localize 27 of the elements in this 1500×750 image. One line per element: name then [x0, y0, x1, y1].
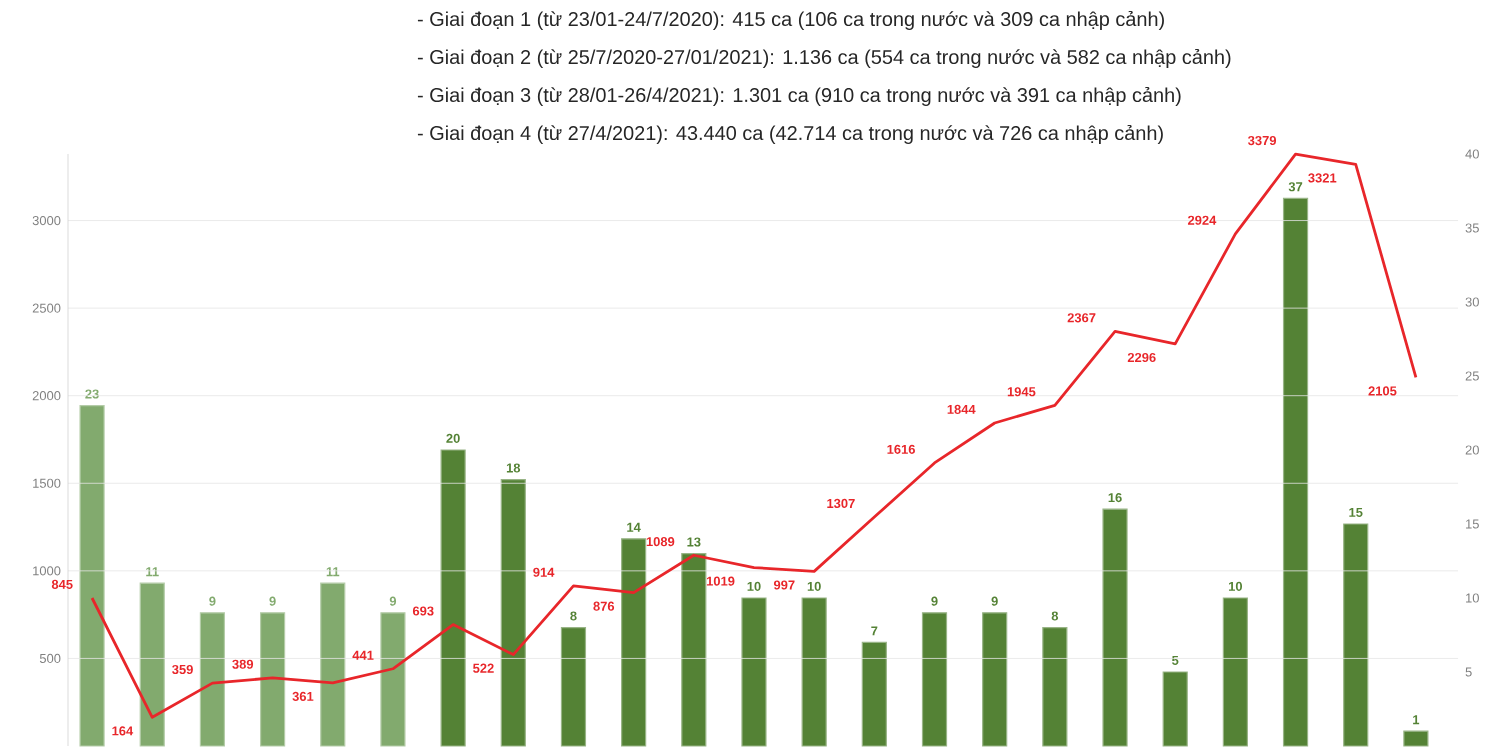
bar [199, 612, 226, 747]
bar [1162, 671, 1188, 747]
text: - Giai đoạn 4 (từ 27/4/2021): 43.440 ca (42.714 ca trong nước và 726 ca nhập cảnh) [417, 125, 1163, 144]
text: - Giai đoạn 3 (từ 28/01-26/4/2021): 1.301 ca (910 ca trong nước và 391 ca nhập cảnh) [417, 87, 1181, 106]
bar [500, 479, 526, 747]
bar [861, 641, 887, 747]
bar [139, 582, 165, 747]
bar [621, 538, 647, 747]
bar [1042, 627, 1068, 747]
text: - Giai đoạn 1 (từ 23/01-24/7/2020): 415 ca (106 ca trong nước và 309 ca nhập cảnh) [417, 11, 1164, 30]
bar [1403, 730, 1429, 747]
bar [801, 597, 827, 747]
bar [259, 612, 286, 747]
bar [380, 612, 406, 747]
bar [440, 449, 466, 747]
bar [320, 582, 346, 747]
bar [79, 405, 105, 747]
bar [921, 612, 948, 747]
bar [1343, 523, 1369, 747]
bar [1282, 197, 1309, 747]
bar [982, 612, 1008, 747]
bar [741, 597, 767, 747]
bar [1102, 508, 1128, 747]
text: - Giai đoạn 2 (từ 25/7/2020-27/01/2021): 1.136 ca (554 ca trong nước và 582 ca nhập cảnh) [417, 49, 1231, 68]
bar [681, 553, 707, 747]
bar [560, 627, 587, 747]
bar [1222, 597, 1248, 747]
